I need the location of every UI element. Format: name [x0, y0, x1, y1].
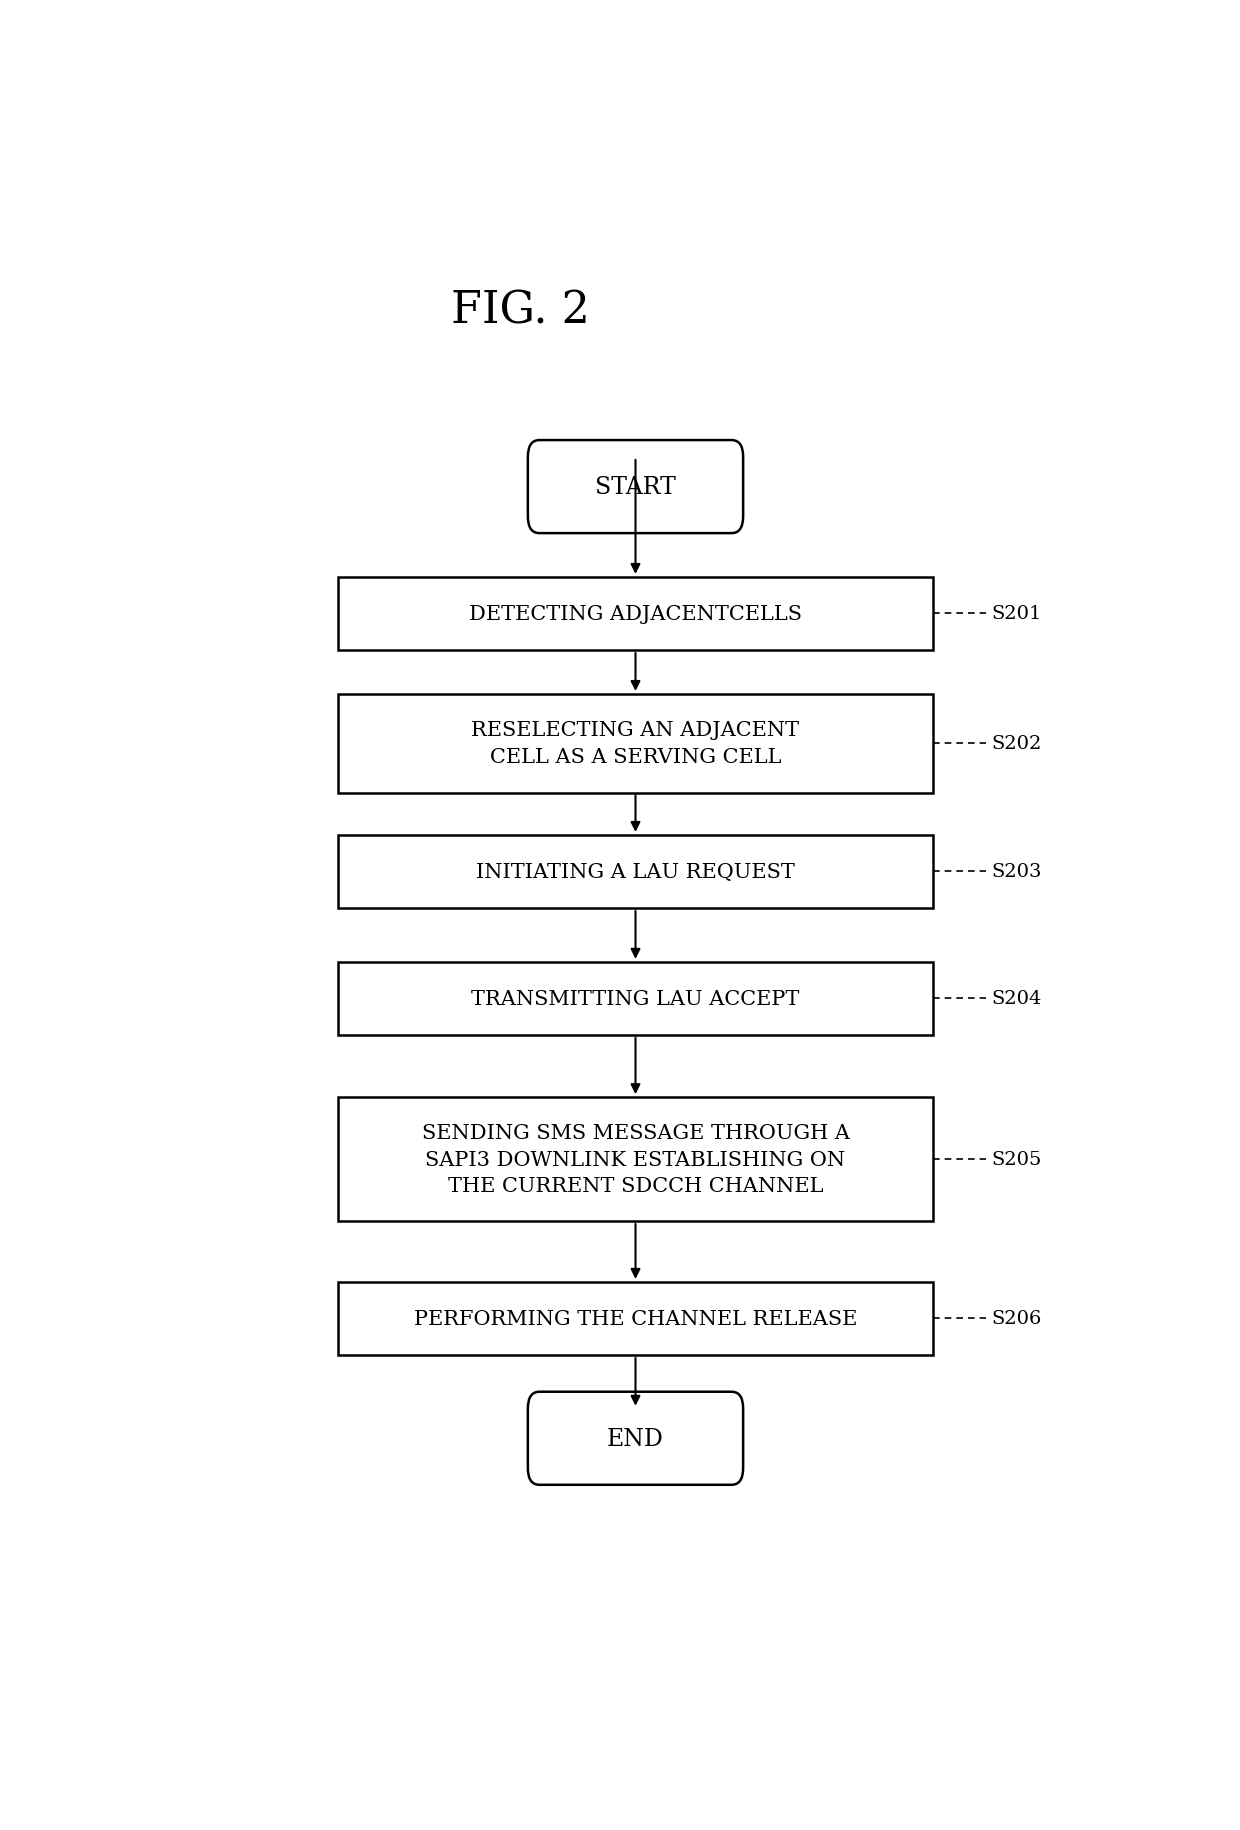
FancyBboxPatch shape: [337, 834, 934, 910]
Text: S201: S201: [991, 606, 1042, 624]
Text: END: END: [608, 1427, 663, 1449]
Text: FIG. 2: FIG. 2: [451, 289, 589, 333]
Text: TRANSMITTING LAU ACCEPT: TRANSMITTING LAU ACCEPT: [471, 990, 800, 1008]
Text: INITIATING A LAU REQUEST: INITIATING A LAU REQUEST: [476, 862, 795, 882]
Text: S206: S206: [991, 1310, 1042, 1329]
Text: RESELECTING AN ADJACENT
CELL AS A SERVING CELL: RESELECTING AN ADJACENT CELL AS A SERVIN…: [471, 721, 800, 767]
FancyBboxPatch shape: [528, 441, 743, 534]
Text: DETECTING ADJACENTCELLS: DETECTING ADJACENTCELLS: [469, 604, 802, 624]
Text: S204: S204: [991, 990, 1042, 1008]
FancyBboxPatch shape: [528, 1393, 743, 1484]
Text: S202: S202: [991, 736, 1042, 752]
FancyBboxPatch shape: [337, 694, 934, 792]
Text: SENDING SMS MESSAGE THROUGH A
SAPI3 DOWNLINK ESTABLISHING ON
THE CURRENT SDCCH C: SENDING SMS MESSAGE THROUGH A SAPI3 DOWN…: [422, 1124, 849, 1195]
Text: PERFORMING THE CHANNEL RELEASE: PERFORMING THE CHANNEL RELEASE: [414, 1308, 857, 1329]
FancyBboxPatch shape: [337, 578, 934, 651]
FancyBboxPatch shape: [337, 1283, 934, 1356]
Text: START: START: [595, 476, 676, 500]
FancyBboxPatch shape: [337, 963, 934, 1036]
FancyBboxPatch shape: [337, 1098, 934, 1221]
Text: S203: S203: [991, 864, 1042, 880]
Text: S205: S205: [991, 1151, 1042, 1169]
